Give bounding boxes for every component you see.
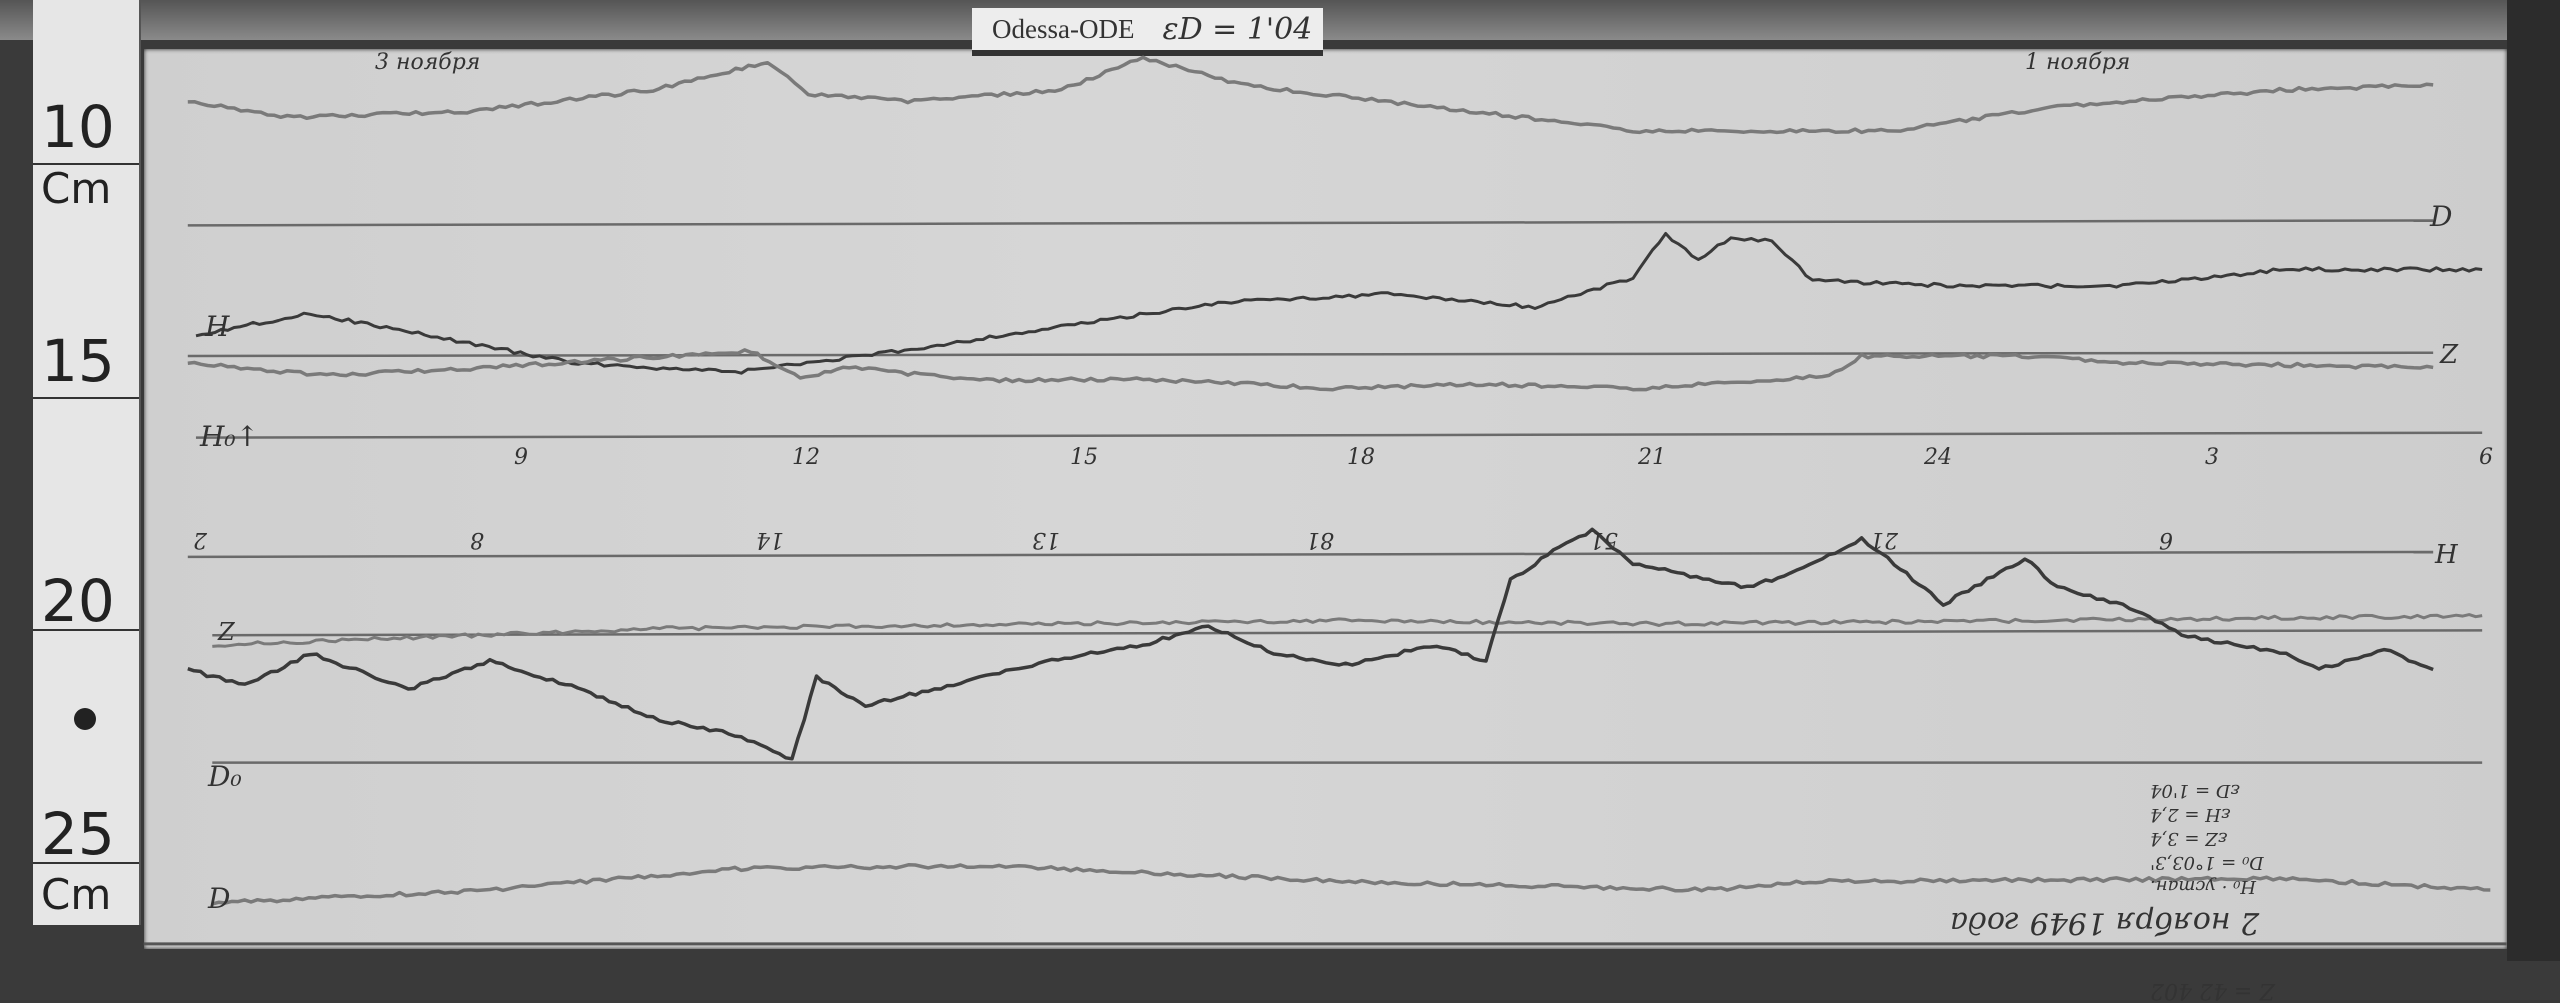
lower-hour-mark: 81 <box>1306 527 1334 552</box>
baseline-lower-z <box>212 629 2483 637</box>
ruler-hole <box>74 708 96 730</box>
trace-d-bottom <box>211 862 2491 906</box>
right-date: 1 ноября <box>2025 50 2131 75</box>
baseline-z <box>187 351 2434 358</box>
trace-d-top <box>187 55 2434 135</box>
hour-mark: 21 <box>1638 445 1666 470</box>
ruler-tick <box>33 862 139 864</box>
hour-mark: 18 <box>1347 445 1375 470</box>
hour-mark: 15 <box>1070 445 1098 470</box>
trace-h-lower <box>187 527 2434 761</box>
lower-hour-mark: 51 <box>1590 527 1618 552</box>
hour-mark: 12 <box>792 445 820 470</box>
lower-hour-mark: 2 <box>193 527 207 552</box>
handwritten-notes: Z = 42 402 H₀ · устан. D₀ = 1°03,3' εZ =… <box>2150 778 2460 1003</box>
trace-label-d-top: D <box>2430 200 2453 233</box>
baseline-lower-h <box>187 550 2434 559</box>
note-line: εD = 1'04 <box>2150 780 2240 801</box>
ruler-number: 20 <box>41 567 115 635</box>
station-label: Odessa-ODE εD = 1'04 <box>972 8 1323 56</box>
hour-mark: 9 <box>514 445 528 470</box>
trace-label-h: H <box>205 310 230 343</box>
hour-mark: 24 <box>1924 445 1952 470</box>
trace-z-lower <box>212 613 2483 648</box>
note-line: H₀ · устан. <box>2150 876 2256 897</box>
ruler-unit: Cm <box>41 870 112 919</box>
note-line: εZ = 3,4 <box>2150 828 2228 849</box>
scale-value: εD = 1'04 <box>1162 11 1313 47</box>
ruler: 10 Cm 15 20 25 Cm <box>33 0 141 925</box>
ruler-tick <box>33 629 139 631</box>
lower-hour-mark: 8 <box>470 527 484 552</box>
ruler-number: 25 <box>41 800 115 868</box>
hour-mark: 6 <box>2479 445 2493 470</box>
left-date: 3 ноября <box>375 50 481 75</box>
trace-z <box>187 348 2434 392</box>
trace-label-h-lower: H <box>2435 540 2458 570</box>
lower-hour-mark: 14 <box>756 527 784 552</box>
magnetogram-paper <box>144 49 2507 949</box>
station-name: Odessa-ODE <box>992 13 1135 44</box>
trace-label-d-bottom: D <box>208 882 231 915</box>
note-line: εH = 2,4 <box>2150 804 2231 825</box>
ruler-tick <box>33 397 139 399</box>
lower-hour-mark: 21 <box>1870 527 1898 552</box>
baseline-h0 <box>195 431 2483 439</box>
lower-hour-mark: 13 <box>1032 527 1060 552</box>
baseline-d <box>187 219 2434 227</box>
note-line: D₀ = 1°03,3' <box>2150 852 2264 873</box>
ruler-number: 15 <box>41 327 115 395</box>
trace-label-h0: H₀↑ <box>200 420 260 453</box>
trace-label-z-lower: Z <box>218 618 235 646</box>
magnetogram-traces <box>143 55 2507 946</box>
background-edge <box>2507 0 2560 961</box>
lower-hour-mark: 6 <box>2159 527 2173 552</box>
trace-label-d0: D₀ <box>208 760 242 793</box>
hour-mark: 3 <box>2205 445 2219 470</box>
ruler-unit: Cm <box>41 164 112 213</box>
ruler-tick <box>33 163 139 165</box>
record-date: 2 ноября 1949 года <box>1950 905 2260 940</box>
ruler-number: 10 <box>41 93 115 161</box>
trace-label-z: Z <box>2440 340 2459 370</box>
note-line: Z = 42 402 <box>2150 978 2275 1003</box>
